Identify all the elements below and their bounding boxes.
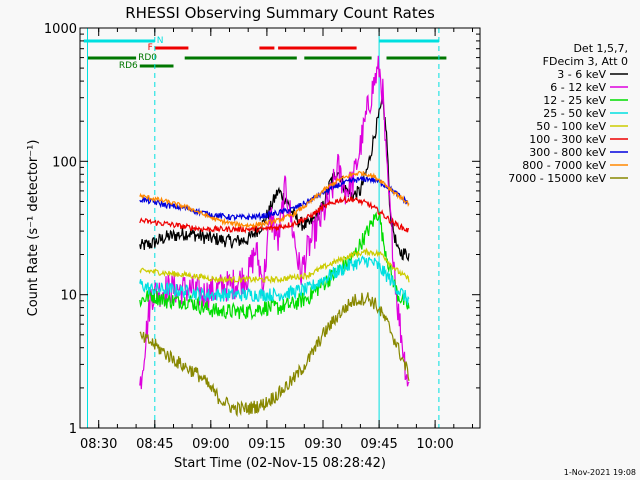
y-axis-label: Count Rate (s⁻¹ detector⁻¹) (26, 140, 41, 317)
state-bar-label: N (157, 36, 164, 46)
legend-header: Det 1,5,7, (573, 42, 628, 55)
legend-header: FDecim 3, Att 0 (543, 55, 628, 68)
legend-label: 12 - 25 keV (543, 94, 606, 107)
time-markers (87, 28, 440, 428)
legend-label: 300 - 800 keV (529, 146, 606, 159)
series-line (139, 211, 410, 321)
y-tick-label: 1 (69, 422, 77, 437)
footer-timestamp: 1-Nov-2021 19:08 (564, 468, 636, 477)
state-bar-label: F (148, 43, 153, 53)
legend-label: 3 - 6 keV (557, 68, 606, 81)
legend-label: 50 - 100 keV (536, 120, 606, 133)
legend-label: 800 - 7000 keV (522, 159, 606, 172)
plot-frame (79, 27, 481, 429)
x-tick-label: 09:30 (304, 437, 341, 452)
x-axis-label: Start Time (02-Nov-15 08:28:42) (174, 456, 386, 471)
series-lines (139, 55, 410, 418)
series-line (139, 247, 410, 285)
series-line (139, 194, 409, 234)
x-tick-label: 09:15 (248, 437, 285, 452)
series-line (139, 255, 410, 306)
y-tick-label: 10 (60, 289, 77, 304)
legend-label: 6 - 12 keV (550, 81, 606, 94)
chart-title: RHESSI Observing Summary Count Rates (125, 4, 435, 22)
state-bar-label: RD6 (119, 61, 138, 71)
legend-label: 100 - 300 keV (529, 133, 606, 146)
x-tick-label: 10:00 (416, 437, 453, 452)
series-line (139, 55, 410, 390)
axes: 08:30 08:45 09:00 09:15 09:30 09:45 10:00 1 10 10… (44, 22, 480, 452)
x-tick-label: 08:45 (136, 437, 173, 452)
y-tick-label: 100 (52, 155, 77, 170)
series-line (139, 170, 410, 229)
legend-label: 7000 - 15000 keV (508, 172, 606, 185)
legend-label: 25 - 50 keV (543, 107, 606, 120)
x-tick-label: 08:30 (80, 437, 117, 452)
x-tick-label: 09:00 (192, 437, 229, 452)
x-tick-label: 09:45 (360, 437, 397, 452)
state-bar-label: RD0 (138, 53, 157, 63)
y-tick-label: 1000 (44, 22, 77, 37)
series-line (139, 292, 410, 418)
